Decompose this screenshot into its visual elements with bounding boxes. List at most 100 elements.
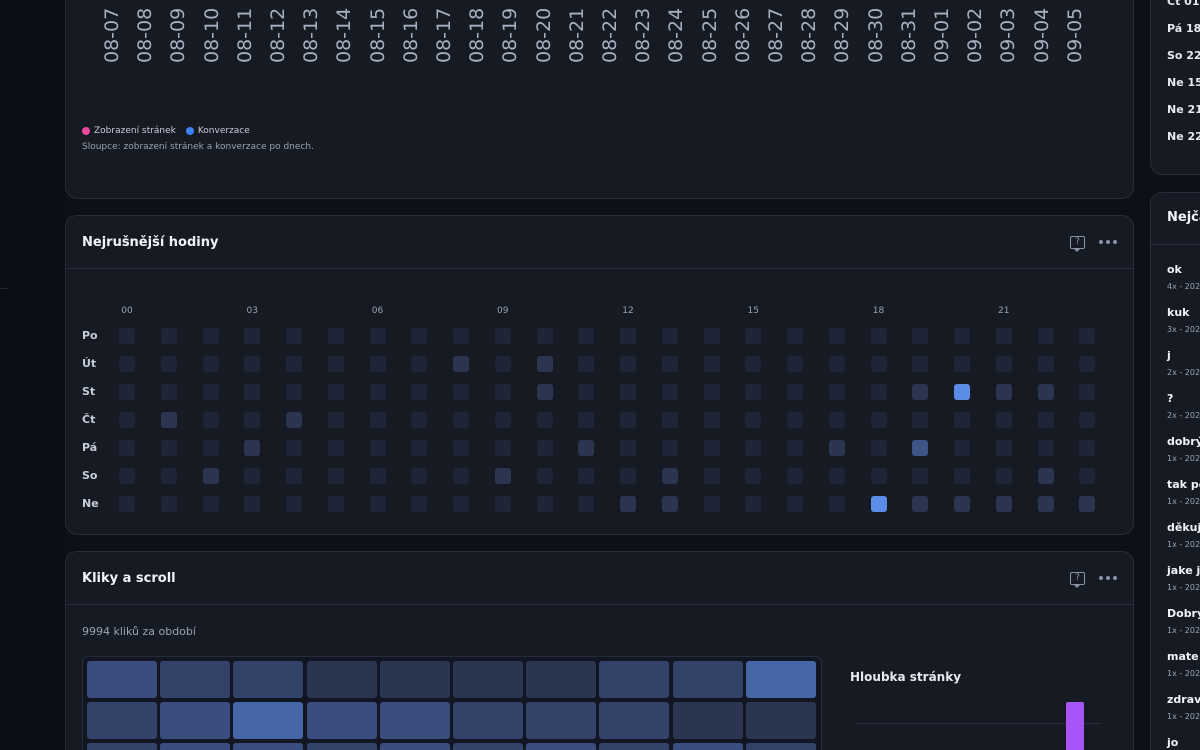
- heatmap-cell[interactable]: [620, 412, 636, 428]
- click-tile[interactable]: [599, 702, 670, 739]
- heatmap-cell[interactable]: [870, 384, 887, 400]
- help-icon[interactable]: ?: [1070, 235, 1085, 252]
- click-tile[interactable]: [306, 743, 377, 750]
- heatmap-cell[interactable]: [995, 412, 1012, 428]
- click-tile[interactable]: [672, 661, 743, 698]
- heatmap-cell[interactable]: [870, 440, 887, 456]
- click-tile[interactable]: [160, 702, 231, 739]
- heatmap-cell[interactable]: [1079, 412, 1096, 428]
- heatmap-cell[interactable]: [620, 356, 636, 372]
- heatmap-cell[interactable]: [745, 468, 762, 484]
- heatmap-cell[interactable]: [828, 468, 845, 484]
- legend-pageviews[interactable]: Zobrazení stránek: [82, 126, 176, 136]
- heatmap-cell[interactable]: [1037, 496, 1054, 512]
- heatmap-cell[interactable]: [369, 384, 386, 400]
- heatmap-cell[interactable]: [327, 356, 344, 372]
- heatmap-cell[interactable]: [369, 468, 386, 484]
- click-tile[interactable]: [233, 702, 304, 739]
- session-item[interactable]: Ne 22:: [1167, 130, 1200, 143]
- heatmap-cell[interactable]: [578, 356, 595, 372]
- question-text[interactable]: dobrý: [1167, 435, 1200, 448]
- click-tile[interactable]: [453, 661, 523, 698]
- heatmap-cell[interactable]: [327, 440, 344, 456]
- question-text[interactable]: ?: [1167, 392, 1174, 405]
- click-tile[interactable]: [306, 661, 377, 698]
- heatmap-cell[interactable]: [870, 328, 887, 344]
- heatmap-cell[interactable]: [369, 440, 386, 456]
- more-options-icon[interactable]: [1099, 576, 1117, 580]
- heatmap-cell[interactable]: [1037, 412, 1054, 428]
- click-tile[interactable]: [453, 743, 523, 750]
- heatmap-cell[interactable]: [620, 384, 636, 400]
- click-tile[interactable]: [233, 661, 304, 698]
- heatmap-cell[interactable]: [202, 468, 219, 484]
- heatmap-cell[interactable]: [995, 328, 1012, 344]
- heatmap-cell[interactable]: [620, 328, 636, 344]
- heatmap-cell[interactable]: [578, 468, 595, 484]
- heatmap-cell[interactable]: [620, 496, 636, 512]
- heatmap-cell[interactable]: [828, 356, 845, 372]
- heatmap-cell[interactable]: [954, 496, 970, 512]
- heatmap-cell[interactable]: [119, 384, 135, 400]
- click-tile[interactable]: [160, 743, 231, 750]
- heatmap-cell[interactable]: [411, 440, 428, 456]
- heatmap-cell[interactable]: [661, 440, 678, 456]
- heatmap-cell[interactable]: [703, 440, 720, 456]
- heatmap-cell[interactable]: [912, 356, 929, 372]
- heatmap-cell[interactable]: [286, 384, 302, 400]
- heatmap-cell[interactable]: [954, 356, 970, 372]
- click-tile[interactable]: [745, 702, 816, 739]
- heatmap-cell[interactable]: [536, 468, 553, 484]
- question-text[interactable]: j: [1167, 349, 1171, 362]
- heatmap-cell[interactable]: [327, 328, 344, 344]
- heatmap-cell[interactable]: [286, 356, 302, 372]
- heatmap-cell[interactable]: [745, 384, 762, 400]
- heatmap-cell[interactable]: [160, 356, 177, 372]
- question-text[interactable]: ok: [1167, 263, 1182, 276]
- heatmap-cell[interactable]: [327, 384, 344, 400]
- question-text[interactable]: jo: [1167, 736, 1179, 749]
- heatmap-cell[interactable]: [1037, 440, 1054, 456]
- heatmap-cell[interactable]: [954, 384, 970, 400]
- heatmap-cell[interactable]: [954, 468, 970, 484]
- heatmap-cell[interactable]: [160, 328, 177, 344]
- heatmap-cell[interactable]: [787, 328, 803, 344]
- heatmap-cell[interactable]: [745, 412, 762, 428]
- session-item[interactable]: So 22:: [1167, 49, 1200, 62]
- heatmap-cell[interactable]: [202, 496, 219, 512]
- click-tile[interactable]: [87, 661, 157, 698]
- heatmap-cell[interactable]: [620, 468, 636, 484]
- heatmap-cell[interactable]: [244, 356, 261, 372]
- heatmap-cell[interactable]: [1079, 328, 1096, 344]
- heatmap-cell[interactable]: [661, 328, 678, 344]
- heatmap-cell[interactable]: [703, 328, 720, 344]
- heatmap-cell[interactable]: [536, 384, 553, 400]
- click-tile[interactable]: [87, 702, 157, 739]
- heatmap-cell[interactable]: [494, 356, 511, 372]
- question-text[interactable]: mate s: [1167, 650, 1200, 663]
- help-icon[interactable]: ?: [1070, 571, 1085, 588]
- heatmap-cell[interactable]: [1037, 356, 1054, 372]
- heatmap-cell[interactable]: [1079, 356, 1096, 372]
- heatmap-cell[interactable]: [411, 356, 428, 372]
- click-tile[interactable]: [306, 702, 377, 739]
- heatmap-cell[interactable]: [160, 412, 177, 428]
- heatmap-cell[interactable]: [995, 468, 1012, 484]
- heatmap-cell[interactable]: [828, 384, 845, 400]
- heatmap-cell[interactable]: [411, 328, 428, 344]
- click-tile[interactable]: [745, 661, 816, 698]
- heatmap-cell[interactable]: [1037, 384, 1054, 400]
- heatmap-cell[interactable]: [369, 496, 386, 512]
- heatmap-cell[interactable]: [912, 440, 929, 456]
- heatmap-cell[interactable]: [244, 328, 261, 344]
- click-tile[interactable]: [379, 702, 450, 739]
- click-tile[interactable]: [453, 702, 523, 739]
- heatmap-cell[interactable]: [119, 356, 135, 372]
- heatmap-cell[interactable]: [453, 356, 469, 372]
- heatmap-cell[interactable]: [787, 412, 803, 428]
- heatmap-cell[interactable]: [119, 412, 135, 428]
- heatmap-cell[interactable]: [828, 440, 845, 456]
- heatmap-cell[interactable]: [995, 440, 1012, 456]
- heatmap-cell[interactable]: [453, 468, 469, 484]
- heatmap-cell[interactable]: [787, 440, 803, 456]
